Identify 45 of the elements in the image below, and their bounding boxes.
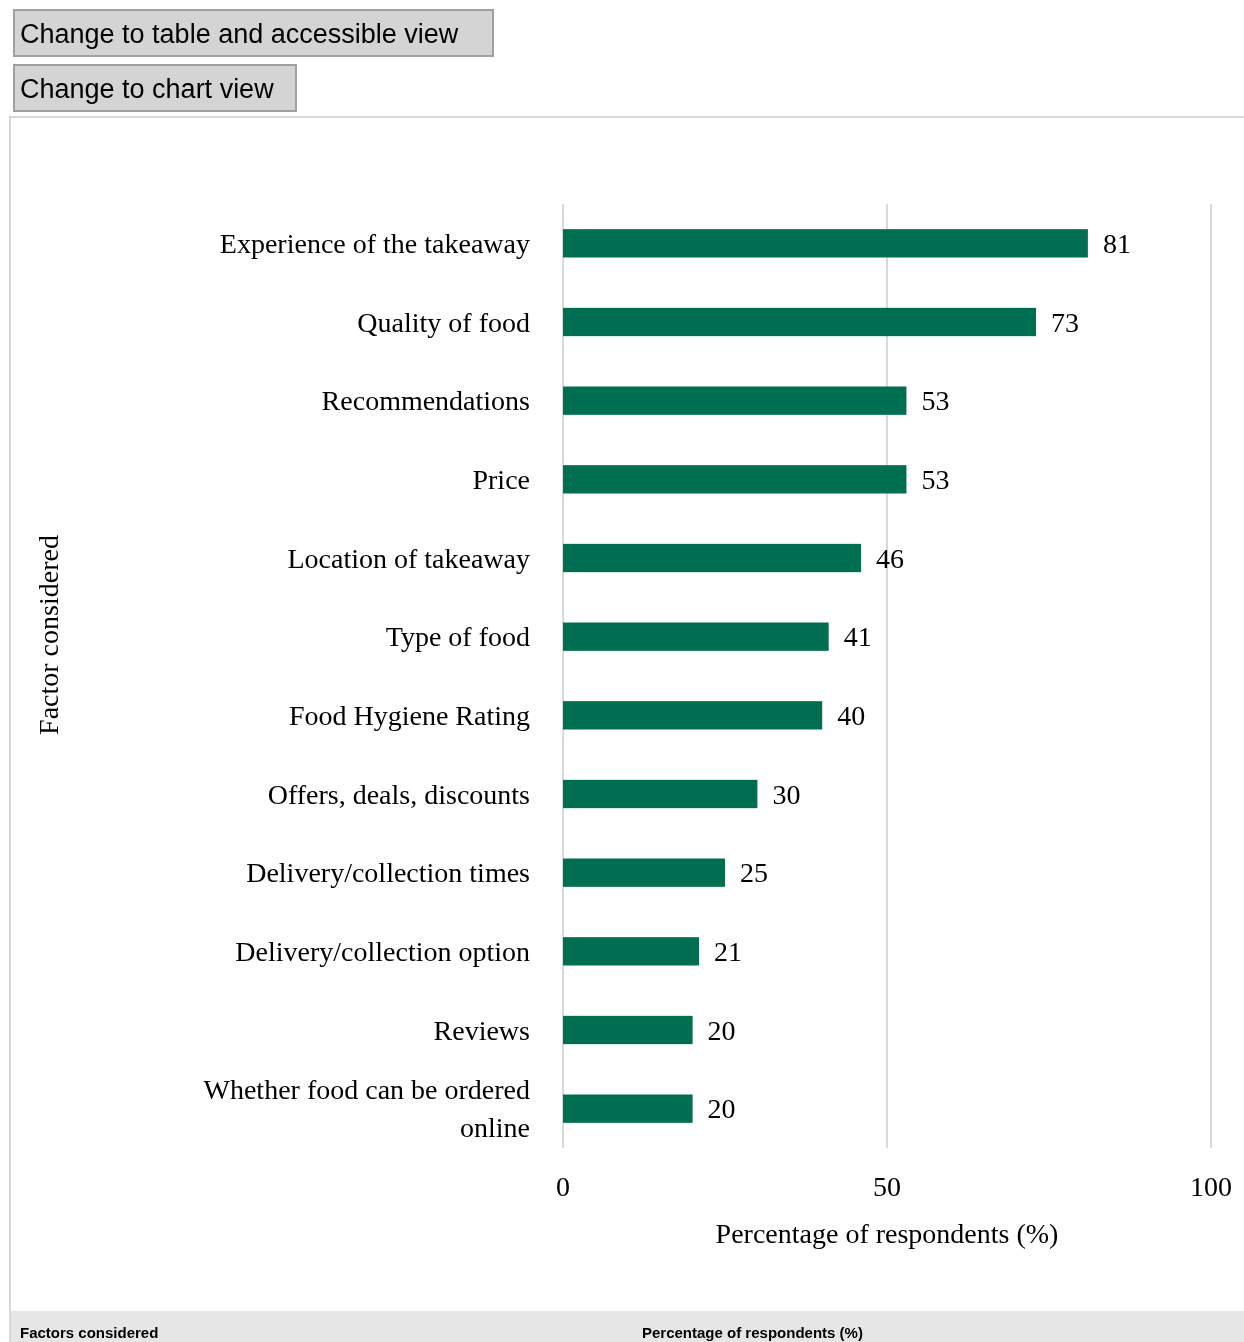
y-tick-label: Food Hygiene Rating bbox=[288, 700, 530, 732]
y-tick-label: Whether food can be ordered online bbox=[203, 1074, 530, 1144]
bar bbox=[563, 307, 1037, 337]
y-tick-label: Offers, deals, discounts bbox=[267, 778, 530, 810]
y-tick-label: Delivery/collection option bbox=[235, 936, 530, 968]
y-tick-label: Reviews bbox=[433, 1014, 530, 1046]
y-axis-title: Factor considered bbox=[33, 535, 64, 735]
toggle-button: Change to chart view bbox=[13, 64, 297, 112]
y-tick-label: Experience of the takeaway bbox=[219, 228, 530, 260]
data-label: 81 bbox=[1102, 228, 1131, 260]
data-label: 30 bbox=[772, 778, 801, 810]
bar bbox=[563, 543, 862, 573]
y-tick-label: Delivery/collection times bbox=[246, 857, 530, 889]
bar bbox=[563, 779, 758, 809]
bar bbox=[563, 858, 725, 887]
data-label: 73 bbox=[1051, 306, 1080, 338]
bar bbox=[563, 465, 907, 494]
data-label: 20 bbox=[707, 1093, 736, 1125]
y-tick-label: Price bbox=[472, 464, 530, 496]
x-axis-title: Percentage of respondents (%) bbox=[715, 1218, 1059, 1249]
bar bbox=[563, 386, 907, 415]
y-tick-label: Type of food bbox=[385, 621, 530, 653]
bar bbox=[563, 1094, 693, 1123]
text: Factors considered bbox=[20, 1324, 159, 1341]
bar bbox=[563, 1015, 693, 1045]
y-tick-label: Recommendations bbox=[321, 385, 530, 417]
y-tick-label: Quality of food bbox=[357, 306, 530, 338]
y-tick-label: Location of takeaway bbox=[287, 542, 530, 574]
bar bbox=[563, 622, 829, 651]
x-tick-label: 0 bbox=[556, 1171, 570, 1202]
toggle-button: Change to table and accessible view bbox=[13, 9, 494, 57]
data-label: 46 bbox=[876, 542, 905, 574]
data-label: 53 bbox=[921, 464, 950, 496]
data-label: 40 bbox=[837, 700, 866, 732]
data-label: 41 bbox=[843, 621, 872, 653]
data-label: 21 bbox=[714, 936, 743, 968]
x-tick-label: 50 bbox=[873, 1171, 901, 1202]
text: Percentage of respondents (%) bbox=[642, 1324, 863, 1341]
bar bbox=[563, 937, 700, 966]
data-label: 53 bbox=[921, 385, 950, 417]
bar bbox=[563, 229, 1088, 258]
x-tick-label: 100 bbox=[1190, 1171, 1232, 1202]
bar bbox=[563, 701, 823, 730]
data-label: 25 bbox=[740, 857, 768, 889]
data-label: 20 bbox=[707, 1014, 736, 1046]
